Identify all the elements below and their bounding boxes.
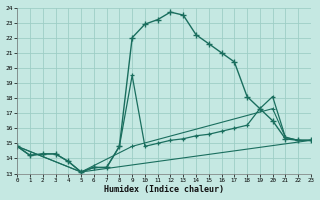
X-axis label: Humidex (Indice chaleur): Humidex (Indice chaleur) <box>104 185 224 194</box>
